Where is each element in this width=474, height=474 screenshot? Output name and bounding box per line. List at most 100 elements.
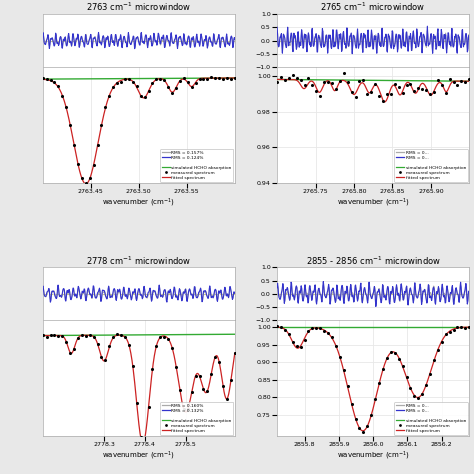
Point: [39, 74, 46, 82]
Point: [141, 94, 148, 101]
Point: [328, 334, 336, 341]
Point: [320, 327, 328, 335]
Point: [43, 333, 50, 340]
Point: [364, 422, 371, 430]
Point: [379, 365, 387, 373]
Point: [399, 90, 406, 97]
Point: [332, 342, 340, 349]
Point: [227, 376, 235, 384]
Point: [430, 89, 438, 96]
Legend: RMS = 0..., RMS = 0..., , simulated HCHO absorption, measured spectrum, fitted s: RMS = 0..., RMS = 0..., , simulated HCHO…: [394, 402, 468, 435]
Legend: RMS = 0.157%, RMS = 0.124%, , simulated HCHO absorption, measured spectrum, fitt: RMS = 0.157%, RMS = 0.124%, , simulated …: [160, 149, 234, 182]
Point: [312, 87, 320, 94]
Point: [371, 395, 379, 403]
Point: [438, 82, 446, 89]
Point: [70, 141, 78, 148]
Legend: RMS = 0.160%, RMS = 0.132%, , simulated HCHO absorption, measured spectrum, fitt: RMS = 0.160%, RMS = 0.132%, , simulated …: [160, 402, 234, 435]
Point: [434, 76, 442, 83]
Point: [156, 333, 164, 341]
Point: [184, 405, 191, 413]
Title: 2763 cm$^{-1}$ microwindow: 2763 cm$^{-1}$ microwindow: [86, 1, 191, 13]
Point: [360, 76, 367, 83]
Point: [367, 411, 375, 419]
Point: [106, 342, 113, 349]
Point: [78, 174, 86, 182]
Point: [273, 322, 281, 330]
Point: [74, 160, 82, 167]
Point: [344, 383, 352, 390]
Point: [219, 382, 227, 390]
Point: [231, 350, 238, 357]
Point: [309, 82, 316, 89]
Point: [219, 75, 227, 82]
Title: 2778 cm$^{-1}$ microwindow: 2778 cm$^{-1}$ microwindow: [86, 254, 191, 266]
Point: [176, 77, 184, 84]
Point: [360, 428, 367, 436]
Point: [344, 78, 352, 85]
Point: [63, 103, 70, 111]
Point: [297, 76, 304, 84]
Point: [465, 323, 473, 330]
Point: [184, 78, 191, 86]
Point: [391, 349, 399, 357]
Point: [426, 91, 434, 98]
Point: [192, 372, 200, 380]
Point: [94, 141, 101, 149]
Point: [215, 74, 223, 82]
Point: [208, 370, 215, 378]
Point: [356, 424, 363, 431]
Point: [324, 329, 332, 337]
Point: [129, 78, 137, 86]
Point: [176, 386, 184, 393]
Point: [133, 82, 141, 90]
Point: [168, 344, 176, 352]
Point: [383, 354, 391, 362]
Point: [188, 389, 195, 396]
Point: [465, 75, 473, 82]
Point: [410, 392, 418, 400]
Point: [109, 83, 117, 91]
Point: [454, 81, 461, 89]
Point: [430, 356, 438, 364]
Point: [55, 332, 62, 339]
Point: [375, 379, 383, 386]
Point: [109, 334, 117, 341]
Point: [137, 433, 145, 441]
Point: [58, 332, 66, 340]
Point: [442, 330, 449, 338]
Point: [426, 370, 434, 377]
Point: [414, 394, 422, 402]
Point: [450, 78, 457, 85]
Point: [188, 83, 195, 91]
Point: [395, 356, 402, 363]
Point: [125, 342, 133, 349]
Point: [211, 74, 219, 82]
Point: [121, 333, 129, 341]
Point: [180, 75, 188, 82]
Point: [305, 74, 312, 82]
Point: [192, 79, 200, 86]
Point: [340, 366, 347, 374]
Point: [82, 332, 90, 340]
Point: [86, 174, 93, 182]
Point: [407, 80, 414, 88]
Point: [86, 331, 93, 338]
Point: [403, 81, 410, 88]
Point: [51, 78, 58, 85]
Point: [172, 363, 180, 371]
Point: [82, 179, 90, 187]
Point: [403, 374, 410, 381]
Point: [55, 82, 62, 90]
Point: [78, 332, 86, 339]
Point: [168, 90, 176, 97]
Point: [47, 76, 55, 84]
Point: [457, 324, 465, 331]
Point: [164, 83, 172, 91]
Point: [98, 354, 105, 361]
Title: 2855 - 2856 cm$^{-1}$ microwindow: 2855 - 2856 cm$^{-1}$ microwindow: [306, 254, 441, 266]
Point: [156, 75, 164, 82]
X-axis label: wavenumber (cm$^{-1}$): wavenumber (cm$^{-1}$): [337, 197, 410, 210]
Point: [352, 415, 359, 423]
Point: [203, 387, 211, 395]
Point: [297, 344, 304, 351]
